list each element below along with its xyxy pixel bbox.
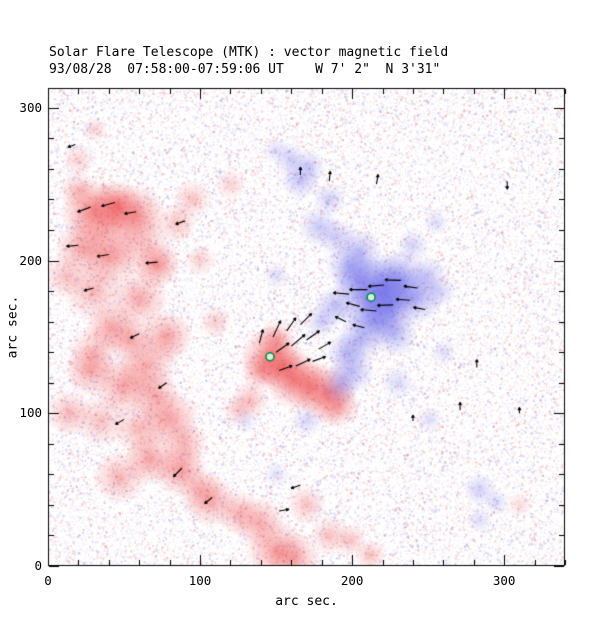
y-tick-label: 0 <box>34 558 42 573</box>
y-tick-label: 100 <box>19 405 42 421</box>
plot-title: Solar Flare Telescope (MTK) : vector mag… <box>49 45 449 60</box>
y-tick-label: 200 <box>19 252 42 268</box>
x-tick-label: 300 <box>492 573 516 588</box>
x-tick-label: 0 <box>44 573 52 588</box>
x-axis-label: arc sec. <box>275 594 338 609</box>
y-axis-label: arc sec. <box>5 295 21 359</box>
plot-subtitle: 93/08/28 07:58:00-07:59:06 UT W 7' 2" N … <box>49 62 441 77</box>
x-tick-label: 100 <box>188 573 212 588</box>
y-tick-label: 300 <box>19 99 42 115</box>
x-tick-label: 200 <box>340 573 364 588</box>
